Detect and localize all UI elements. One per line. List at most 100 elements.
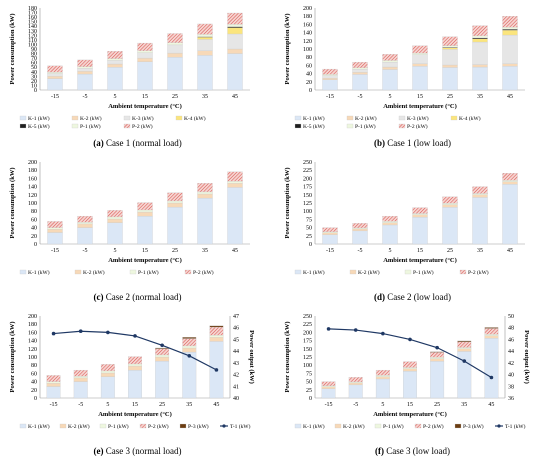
- legend-swatch-k-1: [19, 269, 27, 275]
- panel-case1-normal: 0 10 20 30 40 50 60 70 80 90 100 110 120 130 140 150 160…: [0, 0, 275, 154]
- bar-segment-p-1: [77, 222, 93, 225]
- bar-segment-p-1: [412, 52, 428, 55]
- bar-segment-p-2: [197, 23, 213, 35]
- bar-segment-p-1: [472, 193, 488, 195]
- bar-segment-p-2: [137, 202, 153, 211]
- x-tick-label: -15: [325, 402, 333, 408]
- bar-segment-p-3: [155, 347, 170, 349]
- bar-segment-p-2: [77, 59, 93, 67]
- bar-segment-k-2: [167, 202, 183, 208]
- bar-segment-p-1: [430, 357, 445, 359]
- bar-segment-k-1: [137, 61, 153, 91]
- y-tick-label: 0: [309, 396, 312, 402]
- bar-segment-k-1: [472, 66, 488, 91]
- bar-segment-k-2: [197, 50, 213, 56]
- y-tick-label: 170: [28, 11, 37, 17]
- x-tick-label: 35: [477, 94, 483, 100]
- y-tick-label: 120: [28, 193, 37, 199]
- caption-text: Case 1 (normal load): [106, 138, 182, 148]
- x-tick-label: 5: [381, 402, 384, 408]
- y-tick-label: 225: [303, 322, 312, 328]
- legend-swatch-p-1: [374, 423, 382, 429]
- bar-segment-p-1: [128, 363, 142, 367]
- legend-swatch-k-5: [19, 123, 27, 129]
- bar-segment-k-1: [77, 73, 93, 91]
- bar-segment-k-1: [167, 57, 183, 91]
- line-point: [381, 331, 385, 336]
- bar-segment-p-2: [321, 381, 336, 387]
- legend-swatch-p-1: [99, 423, 107, 429]
- bar-segment-k-1: [322, 234, 338, 245]
- y-tick-label: 200: [303, 6, 312, 12]
- caption-letter: (c): [93, 292, 104, 302]
- y-tick-label: 90: [31, 47, 37, 53]
- y-tick-label: 130: [28, 29, 37, 35]
- bar-segment-k-2: [430, 358, 445, 362]
- bar-segment-p-2: [155, 348, 170, 356]
- bar-segment-p-2: [107, 210, 123, 218]
- bar-segment-p-1: [137, 50, 153, 53]
- x-tick-label: 35: [461, 402, 467, 408]
- y-tick-label: 180: [28, 168, 37, 174]
- legend-label: K-1 (kW): [28, 269, 50, 276]
- bar-segment-k-1: [352, 74, 368, 91]
- bar-segment-k-3: [502, 34, 518, 64]
- x-axis-title: Ambient temperature (°C): [383, 257, 457, 264]
- bar-segment-k-2: [73, 377, 88, 382]
- bar-segment-p-1: [46, 381, 61, 384]
- bar-segment-p-1: [412, 213, 428, 215]
- bar-segment-p-1: [484, 334, 499, 336]
- y-tick-label: 0: [34, 242, 37, 248]
- bar-segment-p-2: [227, 171, 243, 182]
- x-tick-label: 15: [417, 94, 423, 100]
- y-tick-label: 175: [303, 185, 312, 191]
- bar-segment-k-2: [352, 72, 368, 75]
- legend-label: P-1 (kW): [138, 269, 159, 276]
- bar-segment-k-1: [430, 361, 445, 399]
- bar-segment-k-2: [227, 48, 243, 54]
- bar-segment-k-1: [403, 370, 417, 399]
- bar-segment-k-2: [348, 382, 363, 386]
- y-tick-label: 160: [303, 22, 312, 28]
- bar-segment-k-4: [502, 29, 518, 36]
- y-tick-label: 100: [28, 201, 37, 207]
- bar-segment-k-2: [128, 365, 142, 371]
- bar-segment-p-1: [182, 345, 197, 349]
- x-tick-label: 45: [507, 248, 513, 254]
- bar-segment-p-1: [77, 66, 93, 69]
- bar-segment-p-2: [412, 207, 428, 214]
- bar-segment-p-2: [227, 12, 243, 25]
- legend-swatch-p-1: [129, 269, 137, 275]
- bar-segment-k-2: [442, 204, 458, 208]
- x-tick-label: 15: [142, 94, 148, 100]
- bar-segment-p-2: [107, 51, 123, 59]
- x-tick-label: 25: [172, 248, 178, 254]
- bar-segment-k-2: [137, 211, 153, 217]
- y-tick-label: 160: [28, 176, 37, 182]
- x-tick-label: -5: [83, 248, 88, 254]
- x-tick-label: 35: [202, 248, 208, 254]
- bar-segment-p-1: [352, 67, 368, 70]
- legend-swatch-k-3: [123, 115, 131, 121]
- legend-swatch-k-3: [398, 115, 406, 121]
- y-tick-label: 0: [309, 88, 312, 94]
- legend-label: K-3 (kW): [132, 115, 154, 122]
- bar-segment-p-1: [137, 209, 153, 213]
- legend-swatch-k-2: [71, 115, 79, 121]
- bar-segment-k-3: [227, 33, 243, 50]
- bar-segment-p-2: [472, 25, 488, 37]
- bar-segment-k-1: [47, 232, 63, 245]
- y2-tick-label: 44: [508, 349, 514, 355]
- y-tick-label: 30: [31, 74, 37, 80]
- y-axis-title: Power consumption (kW): [9, 167, 16, 238]
- x-tick-label: 35: [202, 94, 208, 100]
- y-axis-title: Power consumption (kW): [9, 321, 16, 392]
- legend-label: K-2 (kW): [83, 269, 105, 276]
- y-tick-label: 250: [303, 314, 312, 320]
- legend-label: P-2 (kW): [423, 423, 444, 430]
- chart-case1-low: 0 20 40 60 80 100 120 140 160 180 200 -15 -5 5 15 25 35 4…: [284, 6, 525, 130]
- y-tick-label: 80: [31, 52, 37, 58]
- legend-swatch-k-4: [175, 115, 183, 121]
- x-axis-title: Ambient temperature (°C): [98, 411, 172, 418]
- x-tick-label: -5: [78, 402, 83, 408]
